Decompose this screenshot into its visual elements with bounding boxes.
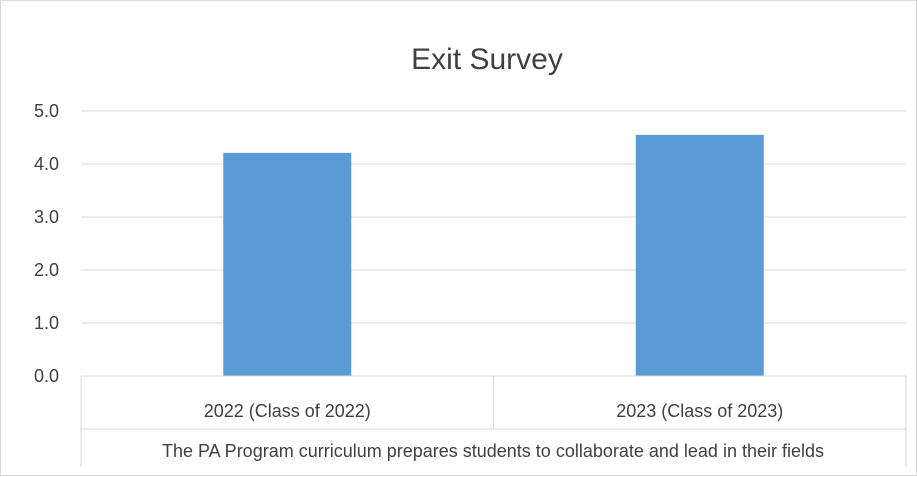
- gridlines: [81, 110, 906, 324]
- bars: [223, 134, 764, 376]
- bar: [223, 152, 352, 376]
- y-axis-ticks: 0.0 1.0 2.0 3.0 4.0 5.0: [34, 101, 59, 386]
- x-tick-label: 2022 (Class of 2022): [204, 401, 371, 421]
- y-tick-label: 0.0: [34, 366, 59, 386]
- y-tick-label: 4.0: [34, 154, 59, 174]
- y-tick-label: 1.0: [34, 313, 59, 333]
- y-tick-label: 5.0: [34, 101, 59, 121]
- x-axis: 2022 (Class of 2022) 2023 (Class of 2023): [80, 375, 907, 467]
- y-tick-label: 2.0: [34, 260, 59, 280]
- category-group-label: The PA Program curriculum prepares stude…: [162, 441, 824, 461]
- chart-title: Exit Survey: [411, 43, 563, 76]
- bar: [635, 134, 764, 376]
- y-tick-label: 3.0: [34, 207, 59, 227]
- x-tick-label: 2023 (Class of 2023): [616, 401, 783, 421]
